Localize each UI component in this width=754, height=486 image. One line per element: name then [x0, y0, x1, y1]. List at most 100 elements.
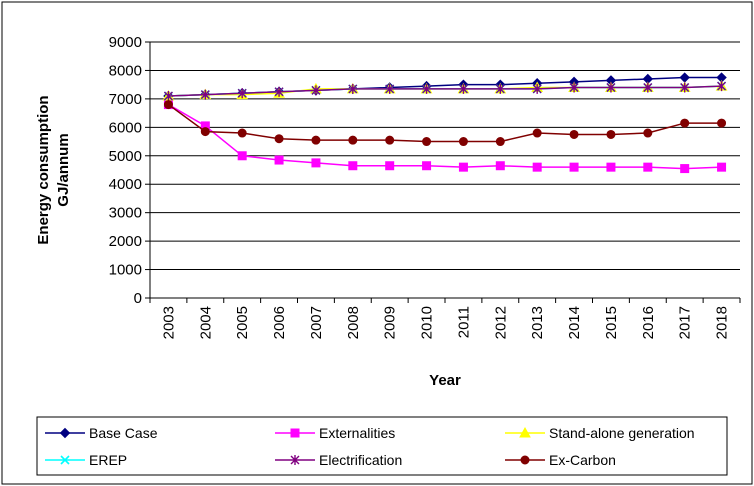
data-point [200, 127, 210, 137]
y-tick-label: 7000 [109, 91, 142, 108]
data-point [519, 426, 531, 438]
data-point [385, 83, 395, 94]
legend-label: EREP [89, 452, 127, 468]
data-point [311, 85, 321, 96]
legend-item: Ex-Carbon [505, 452, 616, 468]
data-point [200, 89, 210, 100]
legend-label: Stand-alone generation [549, 425, 695, 441]
legend-label: Base Case [89, 425, 158, 441]
x-tick-label: 2010 [419, 306, 436, 339]
x-tick-label: 2015 [603, 306, 620, 339]
legend-item: EREP [45, 452, 127, 468]
legend-label: Externalities [319, 425, 395, 441]
data-point [643, 82, 653, 93]
data-point [274, 155, 284, 165]
data-point [422, 83, 432, 94]
data-point [237, 88, 247, 99]
y-tick-label: 4000 [109, 176, 142, 193]
data-point [495, 137, 505, 147]
data-point [237, 151, 247, 161]
y-tick-label: 1000 [109, 262, 142, 279]
data-point [532, 83, 542, 94]
data-point [643, 162, 653, 172]
data-point [348, 83, 358, 94]
legend-item: Externalities [275, 425, 395, 441]
x-tick-label: 2008 [345, 306, 362, 339]
data-point [680, 118, 690, 128]
data-point [717, 162, 727, 172]
data-point [290, 428, 300, 438]
legend-label: Ex-Carbon [549, 452, 616, 468]
data-point [385, 161, 395, 171]
y-tick-label: 9000 [109, 34, 142, 51]
data-point [274, 134, 284, 144]
legend-label: Electrification [319, 452, 402, 468]
data-point [458, 137, 468, 147]
data-point [458, 83, 468, 94]
data-point [348, 135, 358, 145]
data-point [569, 129, 579, 139]
data-point [348, 161, 358, 171]
x-tick-label: 2009 [382, 306, 399, 339]
data-point [532, 162, 542, 172]
data-point [163, 91, 173, 102]
data-point [717, 81, 727, 92]
data-point [606, 162, 616, 172]
y-axis-label-line2: GJ/annum [55, 133, 72, 206]
series-line [168, 103, 722, 170]
data-point [290, 455, 300, 465]
data-point [606, 129, 616, 139]
y-axis-label-line1: Energy consumption [35, 95, 52, 244]
legend-box [36, 416, 728, 476]
data-point [311, 135, 321, 145]
x-tick-label: 2006 [271, 306, 288, 339]
series-line [168, 85, 722, 97]
data-point [237, 128, 247, 138]
x-tick-label: 2016 [640, 306, 657, 339]
data-point [385, 135, 395, 145]
data-point [680, 164, 690, 174]
series-line [167, 103, 722, 143]
x-tick-label: 2017 [677, 306, 694, 339]
y-tick-label: 8000 [109, 62, 142, 79]
data-point [717, 118, 727, 128]
y-tick-label: 5000 [109, 148, 142, 165]
series-electrification [163, 81, 727, 102]
data-point [60, 455, 70, 465]
data-point [495, 161, 505, 171]
y-tick-label: 3000 [109, 205, 142, 222]
x-tick-label: 2004 [197, 306, 214, 339]
x-tick-label: 2007 [308, 306, 325, 339]
legend: Base Case Externalities Stand-alone genera… [36, 416, 728, 476]
data-point [606, 82, 616, 93]
data-point [422, 137, 432, 147]
x-tick-label: 2003 [160, 306, 177, 339]
series-ex-carbon [163, 100, 727, 147]
x-tick-label: 2005 [234, 306, 251, 339]
x-tick-label: 2011 [455, 306, 472, 338]
data-point [59, 427, 71, 439]
y-tick-label: 6000 [109, 119, 142, 136]
legend-item: Stand-alone generation [505, 425, 695, 441]
x-tick-label: 2014 [566, 306, 583, 339]
data-point [680, 82, 690, 93]
plot-area: 0 1000 2000 3000 4000 5000 6000 7000 8000 9000 200… [109, 34, 741, 339]
x-tick-label: 2013 [529, 306, 546, 339]
data-point [532, 128, 542, 138]
y-tick-label: 0 [134, 290, 142, 307]
data-point [495, 83, 505, 94]
legend-item: Base Case [45, 425, 158, 441]
y-tick-label: 2000 [109, 233, 142, 250]
data-point [569, 162, 579, 172]
legend-item: Electrification [275, 452, 402, 468]
data-point [311, 158, 321, 168]
data-point [458, 162, 468, 172]
data-point [163, 100, 173, 110]
data-point [274, 86, 284, 97]
data-point [569, 82, 579, 93]
x-tick-label: 2012 [492, 306, 509, 339]
x-tick-label: 2018 [714, 306, 731, 339]
data-point [520, 455, 530, 465]
